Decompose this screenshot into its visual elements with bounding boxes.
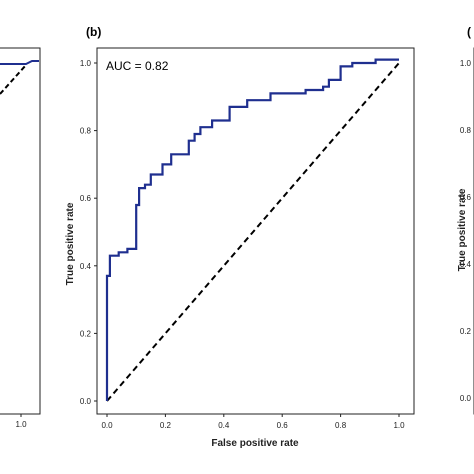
y-tick-label: 0.6: [80, 194, 92, 203]
x-tick-label: 0.2: [160, 421, 172, 430]
y-axis-ticks: 0.0 0.2 0.4 0.6 0.8 1.0: [80, 59, 97, 406]
right-panel-y-tick-label: 0.2: [460, 327, 472, 336]
y-axis-label: True positive rate: [65, 202, 76, 285]
x-tick-label: 0.4: [218, 421, 230, 430]
roc-curve: [105, 58, 399, 401]
panel-label: (b): [86, 25, 101, 39]
right-panel-label: (: [467, 25, 471, 39]
y-tick-label: 1.0: [80, 59, 92, 68]
right-panel-y-axis-label: True positive rate: [457, 188, 468, 271]
right-panel-y-ticks: 1.0 0.8 0.6 0.4 0.2 0.0: [460, 59, 472, 403]
chance-diagonal-line: [106, 62, 400, 402]
plot-frame: [96, 47, 415, 415]
right-panel-y-tick-label: 0.4: [460, 260, 472, 269]
x-axis-label: False positive rate: [211, 438, 299, 449]
x-tick-label: 0.8: [335, 421, 347, 430]
y-tick-label: 0.2: [80, 329, 92, 338]
panel-b: (b) AUC = 0.82 0.0 0.2 0.4 0.6 0.8 1.0 0.0 0.2…: [65, 25, 415, 449]
right-panel-y-tick-label: 1.0: [460, 59, 472, 68]
x-tick-label: 1.0: [393, 421, 405, 430]
left-partial-panel: 1.0: [0, 47, 41, 429]
left-panel-x-tick-label: 1.0: [15, 420, 27, 429]
right-panel-y-tick-label: 0.0: [460, 394, 472, 403]
y-tick-label: 0.0: [80, 397, 92, 406]
y-tick-label: 0.8: [80, 127, 92, 136]
right-panel-y-tick-label: 0.6: [460, 193, 472, 202]
x-axis-ticks: 0.0 0.2 0.4 0.6 0.8 1.0: [101, 414, 405, 430]
right-partial-panel: ( 1.0 0.8 0.6 0.4 0.2 0.0 True positive rate: [457, 25, 474, 415]
x-tick-label: 0.6: [277, 421, 289, 430]
right-panel-y-tick-label: 0.8: [460, 126, 472, 135]
left-panel-roc-line: [0, 60, 39, 65]
x-tick-label: 0.0: [101, 421, 113, 430]
y-tick-label: 0.4: [80, 262, 92, 271]
auc-annotation: AUC = 0.82: [106, 59, 169, 73]
left-panel-frame: [0, 47, 41, 415]
left-panel-diagonal: [0, 64, 27, 95]
